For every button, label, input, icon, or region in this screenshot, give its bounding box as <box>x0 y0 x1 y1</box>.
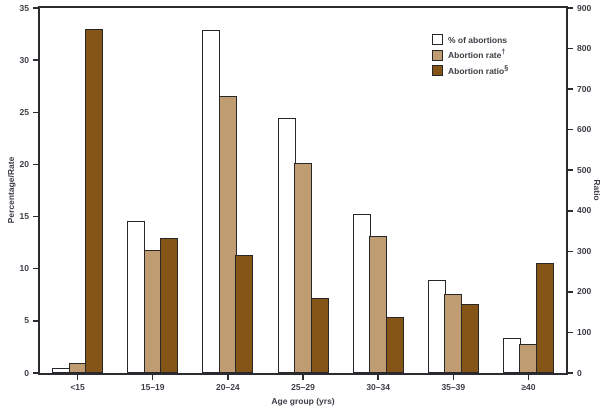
y-left-tick-label: 25 <box>19 106 29 117</box>
bar--of-abortions-5 <box>352 214 371 373</box>
bar-abortion-ratio-6 <box>460 303 479 373</box>
y-right-tick-label: 100 <box>577 326 592 337</box>
y-right-tick-label: 200 <box>577 286 592 297</box>
bar--of-abortions-1 <box>52 367 71 373</box>
y-right-tick <box>568 47 573 50</box>
y-right-tick <box>568 7 573 9</box>
y-left-tick-label: 15 <box>19 211 29 222</box>
bar--of-abortions-6 <box>427 280 446 373</box>
bar--of-abortions-2 <box>127 220 146 373</box>
y-left-tick <box>33 372 38 374</box>
x-tick <box>76 375 79 380</box>
bar-abortion-ratio-2 <box>160 237 179 373</box>
bar--of-abortions-4 <box>277 117 296 373</box>
y-left-tick <box>33 7 38 9</box>
legend-swatch-pct-abortions <box>432 34 443 45</box>
y-left-tick-label: 20 <box>19 158 29 169</box>
x-tick-label: 20–24 <box>216 382 240 392</box>
x-tick-label: 25–29 <box>291 382 315 392</box>
y-left-tick <box>33 59 38 61</box>
y-left-tick-label: 35 <box>19 2 29 13</box>
y-right-tick <box>568 169 573 171</box>
x-tick-label: <15 <box>70 382 85 392</box>
x-tick <box>377 375 379 380</box>
bar-abortion-ratio-3 <box>235 254 254 373</box>
legend-item-abortion-ratio: Abortion ratio§ <box>432 65 508 76</box>
y-right-tick <box>568 331 573 334</box>
y-right-tick-label: 300 <box>577 245 592 256</box>
bar-abortion-rate-5 <box>369 236 388 373</box>
x-tick <box>151 375 154 380</box>
bar--of-abortions-3 <box>202 29 221 373</box>
y-left-tick-label: 10 <box>19 263 29 274</box>
bar-abortion-ratio-5 <box>385 317 404 373</box>
x-tick <box>527 375 530 380</box>
y-right-tick-label: 600 <box>577 124 592 135</box>
legend-item-abortion-rate: Abortion rate† <box>432 49 508 61</box>
x-axis-label: Age group (yrs) <box>271 396 335 406</box>
y-left-tick <box>33 320 38 322</box>
y-axis-label-right: Ratio <box>592 179 602 201</box>
y-right-tick <box>568 210 573 212</box>
bar-abortion-rate-1 <box>68 362 87 373</box>
plot-frame <box>38 6 568 375</box>
x-tick-label: 30–34 <box>366 382 390 392</box>
bar--of-abortions-7 <box>502 337 521 373</box>
y-right-tick <box>568 291 573 293</box>
x-tick-label: 35–39 <box>441 382 466 392</box>
y-left-tick <box>33 163 38 166</box>
legend: % of abortions Abortion rate† Abortion r… <box>432 34 508 81</box>
legend-swatch-abortion-rate <box>432 49 443 61</box>
plot-area <box>40 8 566 373</box>
x-tick <box>452 375 455 380</box>
y-right-tick-label: 800 <box>577 43 592 54</box>
y-right-tick-label: 400 <box>577 205 592 216</box>
y-left-tick-label: 0 <box>24 367 29 378</box>
x-tick-label: 15–19 <box>140 382 165 392</box>
y-right-tick <box>568 372 573 374</box>
bar-abortion-ratio-1 <box>85 29 104 373</box>
bar-abortion-rate-2 <box>143 249 162 373</box>
bar-abortion-rate-3 <box>218 95 237 373</box>
bar-abortion-rate-7 <box>519 343 538 373</box>
y-left-tick <box>33 215 38 218</box>
bar-abortion-ratio-4 <box>310 298 329 373</box>
legend-item-pct-abortions: % of abortions <box>432 34 508 45</box>
legend-label-pct-abortions: % of abortions <box>448 34 508 45</box>
y-right-tick <box>568 128 573 131</box>
y-right-tick-label: 700 <box>577 83 592 94</box>
bar-abortion-ratio-7 <box>535 262 554 373</box>
legend-label-abortion-rate: Abortion rate† <box>448 49 506 60</box>
y-left-tick <box>33 111 38 114</box>
legend-label-abortion-ratio: Abortion ratio§ <box>448 64 509 76</box>
y-right-tick-label: 500 <box>577 164 592 175</box>
x-tick <box>302 375 304 380</box>
bar-abortion-rate-4 <box>294 163 312 373</box>
y-left-tick <box>33 267 38 270</box>
y-right-tick-label: 900 <box>577 2 592 13</box>
legend-swatch-abortion-ratio <box>432 65 443 76</box>
y-left-tick-label: 30 <box>19 54 29 65</box>
y-right-tick <box>568 88 573 90</box>
bar-abortion-rate-6 <box>444 293 463 373</box>
x-tick-label: ≥40 <box>521 382 536 392</box>
y-left-tick-label: 5 <box>24 315 29 326</box>
y-axis-label-left: Percentage/Rate <box>6 156 16 224</box>
x-tick <box>227 375 229 380</box>
y-right-tick-label: 0 <box>577 367 582 378</box>
y-right-tick <box>568 250 573 253</box>
